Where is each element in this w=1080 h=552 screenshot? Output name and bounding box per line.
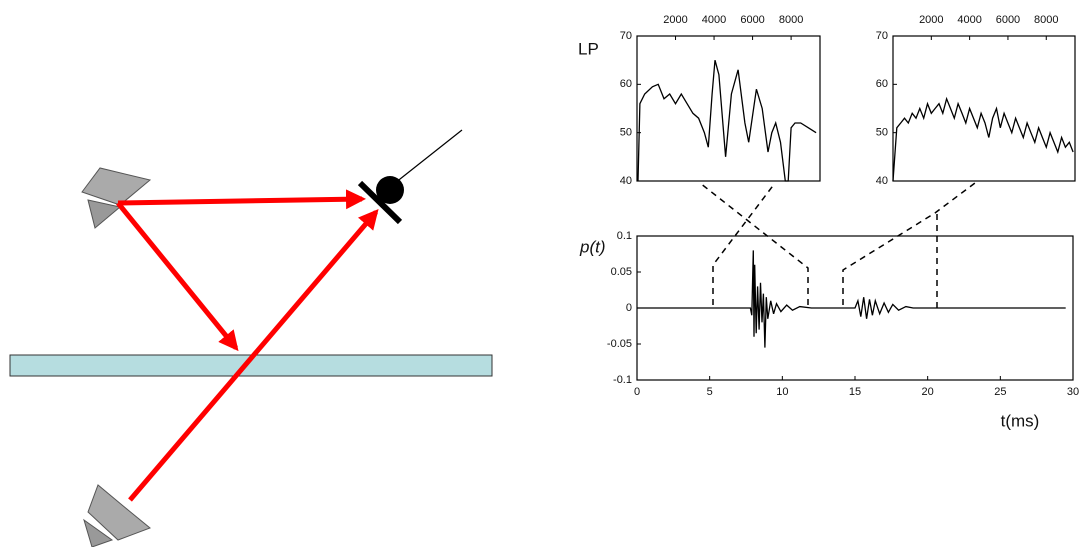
setup-diagram	[9, 129, 493, 548]
y-tick-label: 40	[620, 175, 632, 187]
x-tick-label: 2000	[919, 14, 943, 26]
speaker-bottom	[83, 484, 151, 548]
x-tick-label: 4000	[957, 14, 981, 26]
x-tick-label: 25	[994, 386, 1006, 398]
x-tick-label: 20	[922, 386, 934, 398]
microphone	[357, 129, 463, 225]
x-tick-label: 2000	[663, 14, 687, 26]
y-tick-label: -0.1	[613, 374, 632, 386]
x-tick-label: 8000	[1034, 14, 1058, 26]
y-tick-label: 50	[620, 127, 632, 139]
x-tick-label: 0	[634, 386, 640, 398]
plot-frame	[892, 35, 1076, 182]
data-line	[637, 60, 817, 182]
y-tick-label: 70	[620, 30, 632, 42]
x-tick-label: 15	[849, 386, 861, 398]
x-tick-label: 6000	[996, 14, 1020, 26]
x-axis-label: t(ms)	[1001, 411, 1040, 430]
x-tick-label: 30	[1067, 386, 1079, 398]
y-tick-label: 0.05	[611, 266, 632, 278]
y-tick-label: 60	[876, 78, 888, 90]
y-tick-label: 70	[876, 30, 888, 42]
x-tick-label: 10	[776, 386, 788, 398]
y-tick-label: 60	[620, 78, 632, 90]
y-tick-label: 40	[876, 175, 888, 187]
y-axis-label: LP	[578, 39, 599, 58]
y-tick-label: -0.05	[607, 338, 632, 350]
y-tick-label: 0.1	[617, 230, 632, 242]
x-tick-label: 6000	[740, 14, 764, 26]
x-tick-label: 4000	[702, 14, 726, 26]
y-tick-label: 0	[626, 302, 632, 314]
y-tick-label: 50	[876, 127, 888, 139]
y-axis-label: p(t)	[579, 237, 606, 256]
data-line	[637, 250, 1066, 348]
rays	[116, 189, 379, 502]
speaker-top	[81, 167, 152, 229]
x-tick-label: 8000	[779, 14, 803, 26]
x-tick-label: 5	[707, 386, 713, 398]
data-line	[892, 96, 1074, 182]
plot-frame	[636, 35, 821, 182]
window-connectors	[699, 182, 976, 308]
